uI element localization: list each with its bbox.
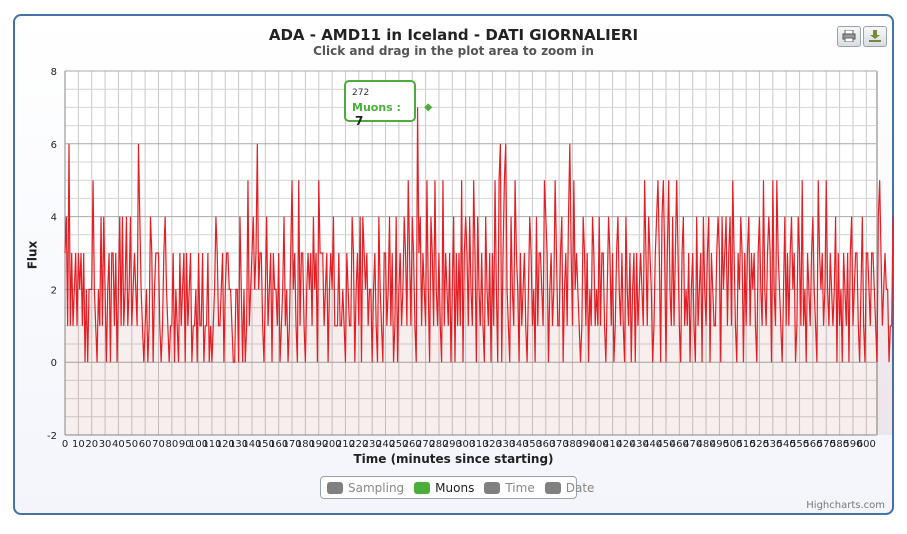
chart-title: ADA - AMD11 in Iceland - DATI GIORNALIER… — [268, 26, 639, 44]
x-tick-label: 310 — [469, 439, 488, 450]
x-tick-label: 390 — [576, 439, 595, 450]
x-tick-label: 80 — [165, 439, 178, 450]
x-tick-label: 270 — [416, 439, 435, 450]
x-tick-label: 40 — [112, 439, 125, 450]
x-tick-label: 340 — [510, 439, 529, 450]
x-tick-label: 320 — [483, 439, 502, 450]
legend: Sampling Muons Time Date — [320, 476, 594, 499]
x-tick-label: 330 — [496, 439, 515, 450]
legend-swatch — [544, 481, 561, 494]
x-tick-label: 470 — [683, 439, 702, 450]
print-icon — [842, 30, 856, 42]
x-tick-label: 230 — [363, 439, 382, 450]
series-area — [65, 107, 894, 436]
x-tick-label: 70 — [152, 439, 165, 450]
x-tick-label: 460 — [670, 439, 689, 450]
x-tick-label: 0 — [62, 439, 68, 450]
x-tick-label: 140 — [242, 439, 261, 450]
x-tick-label: 420 — [616, 439, 635, 450]
x-tick-label: 180 — [296, 439, 315, 450]
x-tick-label: 280 — [429, 439, 448, 450]
x-tick-label: 380 — [563, 439, 582, 450]
y-tick-label: 0 — [51, 358, 57, 369]
x-tick-label: 200 — [323, 439, 342, 450]
x-tick-label: 10 — [72, 439, 85, 450]
export-button[interactable] — [863, 26, 887, 47]
x-tick-label: 110 — [202, 439, 221, 450]
x-tick-label: 290 — [443, 439, 462, 450]
legend-item-date[interactable]: Date — [544, 480, 595, 495]
legend-label: Muons — [435, 480, 475, 495]
x-tick-label: 370 — [550, 439, 569, 450]
x-tick-label: 150 — [256, 439, 275, 450]
x-tick-label: 410 — [603, 439, 622, 450]
legend-swatch — [484, 481, 501, 494]
x-tick-label: 450 — [656, 439, 675, 450]
y-tick-label: 6 — [51, 140, 57, 151]
legend-label: Date — [565, 480, 595, 495]
x-tick-label: 210 — [336, 439, 355, 450]
x-tick-label: 120 — [216, 439, 235, 450]
x-tick-label: 90 — [179, 439, 192, 450]
x-tick-label: 190 — [309, 439, 328, 450]
legend-swatch — [414, 481, 431, 494]
x-tick-label: 100 — [189, 439, 208, 450]
x-tick-label: 170 — [282, 439, 301, 450]
x-tick-label: 250 — [389, 439, 408, 450]
x-tick-label: 220 — [349, 439, 368, 450]
x-tick-label: 300 — [456, 439, 475, 450]
x-tick-label: 240 — [376, 439, 395, 450]
y-axis-title: Flux — [25, 240, 40, 270]
x-tick-label: 60 — [139, 439, 152, 450]
legend-swatch — [327, 481, 343, 494]
x-tick-label: 20 — [85, 439, 98, 450]
x-tick-label: 260 — [403, 439, 422, 450]
legend-item-sampling[interactable]: Sampling — [327, 481, 404, 495]
x-tick-label: 510 — [737, 439, 756, 450]
x-tick-label: 590 — [843, 439, 862, 450]
x-tick-label: 440 — [643, 439, 662, 450]
credits-link[interactable]: Highcharts.com — [806, 500, 885, 511]
tooltip-value: 7 — [355, 114, 364, 128]
series-line-muons — [64, 107, 894, 363]
legend-item-muons[interactable]: Muons — [414, 481, 474, 495]
y-tick-label: 4 — [51, 213, 57, 224]
x-axis-title: Time (minutes since starting) — [353, 452, 554, 466]
y-tick-label: 2 — [51, 285, 57, 296]
tooltip: 272 Muons : 7 — [344, 80, 416, 128]
x-tick-label: 430 — [630, 439, 649, 450]
x-tick-label: 480 — [697, 439, 716, 450]
x-tick-label: 490 — [710, 439, 729, 450]
x-tick-label: 520 — [750, 439, 769, 450]
x-tick-label: 360 — [536, 439, 555, 450]
x-tick-label: 580 — [830, 439, 849, 450]
x-tick-label: 50 — [125, 439, 138, 450]
legend-item-time[interactable]: Time — [484, 480, 535, 495]
tooltip-series: Muons — [352, 101, 393, 114]
x-tick-label: 550 — [790, 439, 809, 450]
y-tick-label: -2 — [47, 431, 57, 442]
x-tick-label: 130 — [229, 439, 248, 450]
legend-label: Sampling — [348, 480, 405, 495]
tooltip-x: 272 — [352, 88, 370, 98]
x-tick-label: 540 — [777, 439, 796, 450]
x-tick-label: 600 — [857, 439, 876, 450]
x-tick-label: 30 — [99, 439, 112, 450]
chart-subtitle: Click and drag in the plot area to zoom … — [313, 44, 594, 58]
print-button[interactable] — [837, 26, 861, 47]
download-icon — [869, 30, 881, 42]
x-tick-label: 500 — [723, 439, 742, 450]
y-tick-label: 8 — [51, 67, 57, 78]
legend-label: Time — [505, 480, 535, 495]
hover-point-marker — [424, 103, 433, 112]
x-tick-label: 400 — [590, 439, 609, 450]
x-tick-label: 530 — [763, 439, 782, 450]
x-tick-label: 350 — [523, 439, 542, 450]
x-tick-label: 560 — [803, 439, 822, 450]
x-tick-label: 570 — [817, 439, 836, 450]
x-tick-label: 160 — [269, 439, 288, 450]
